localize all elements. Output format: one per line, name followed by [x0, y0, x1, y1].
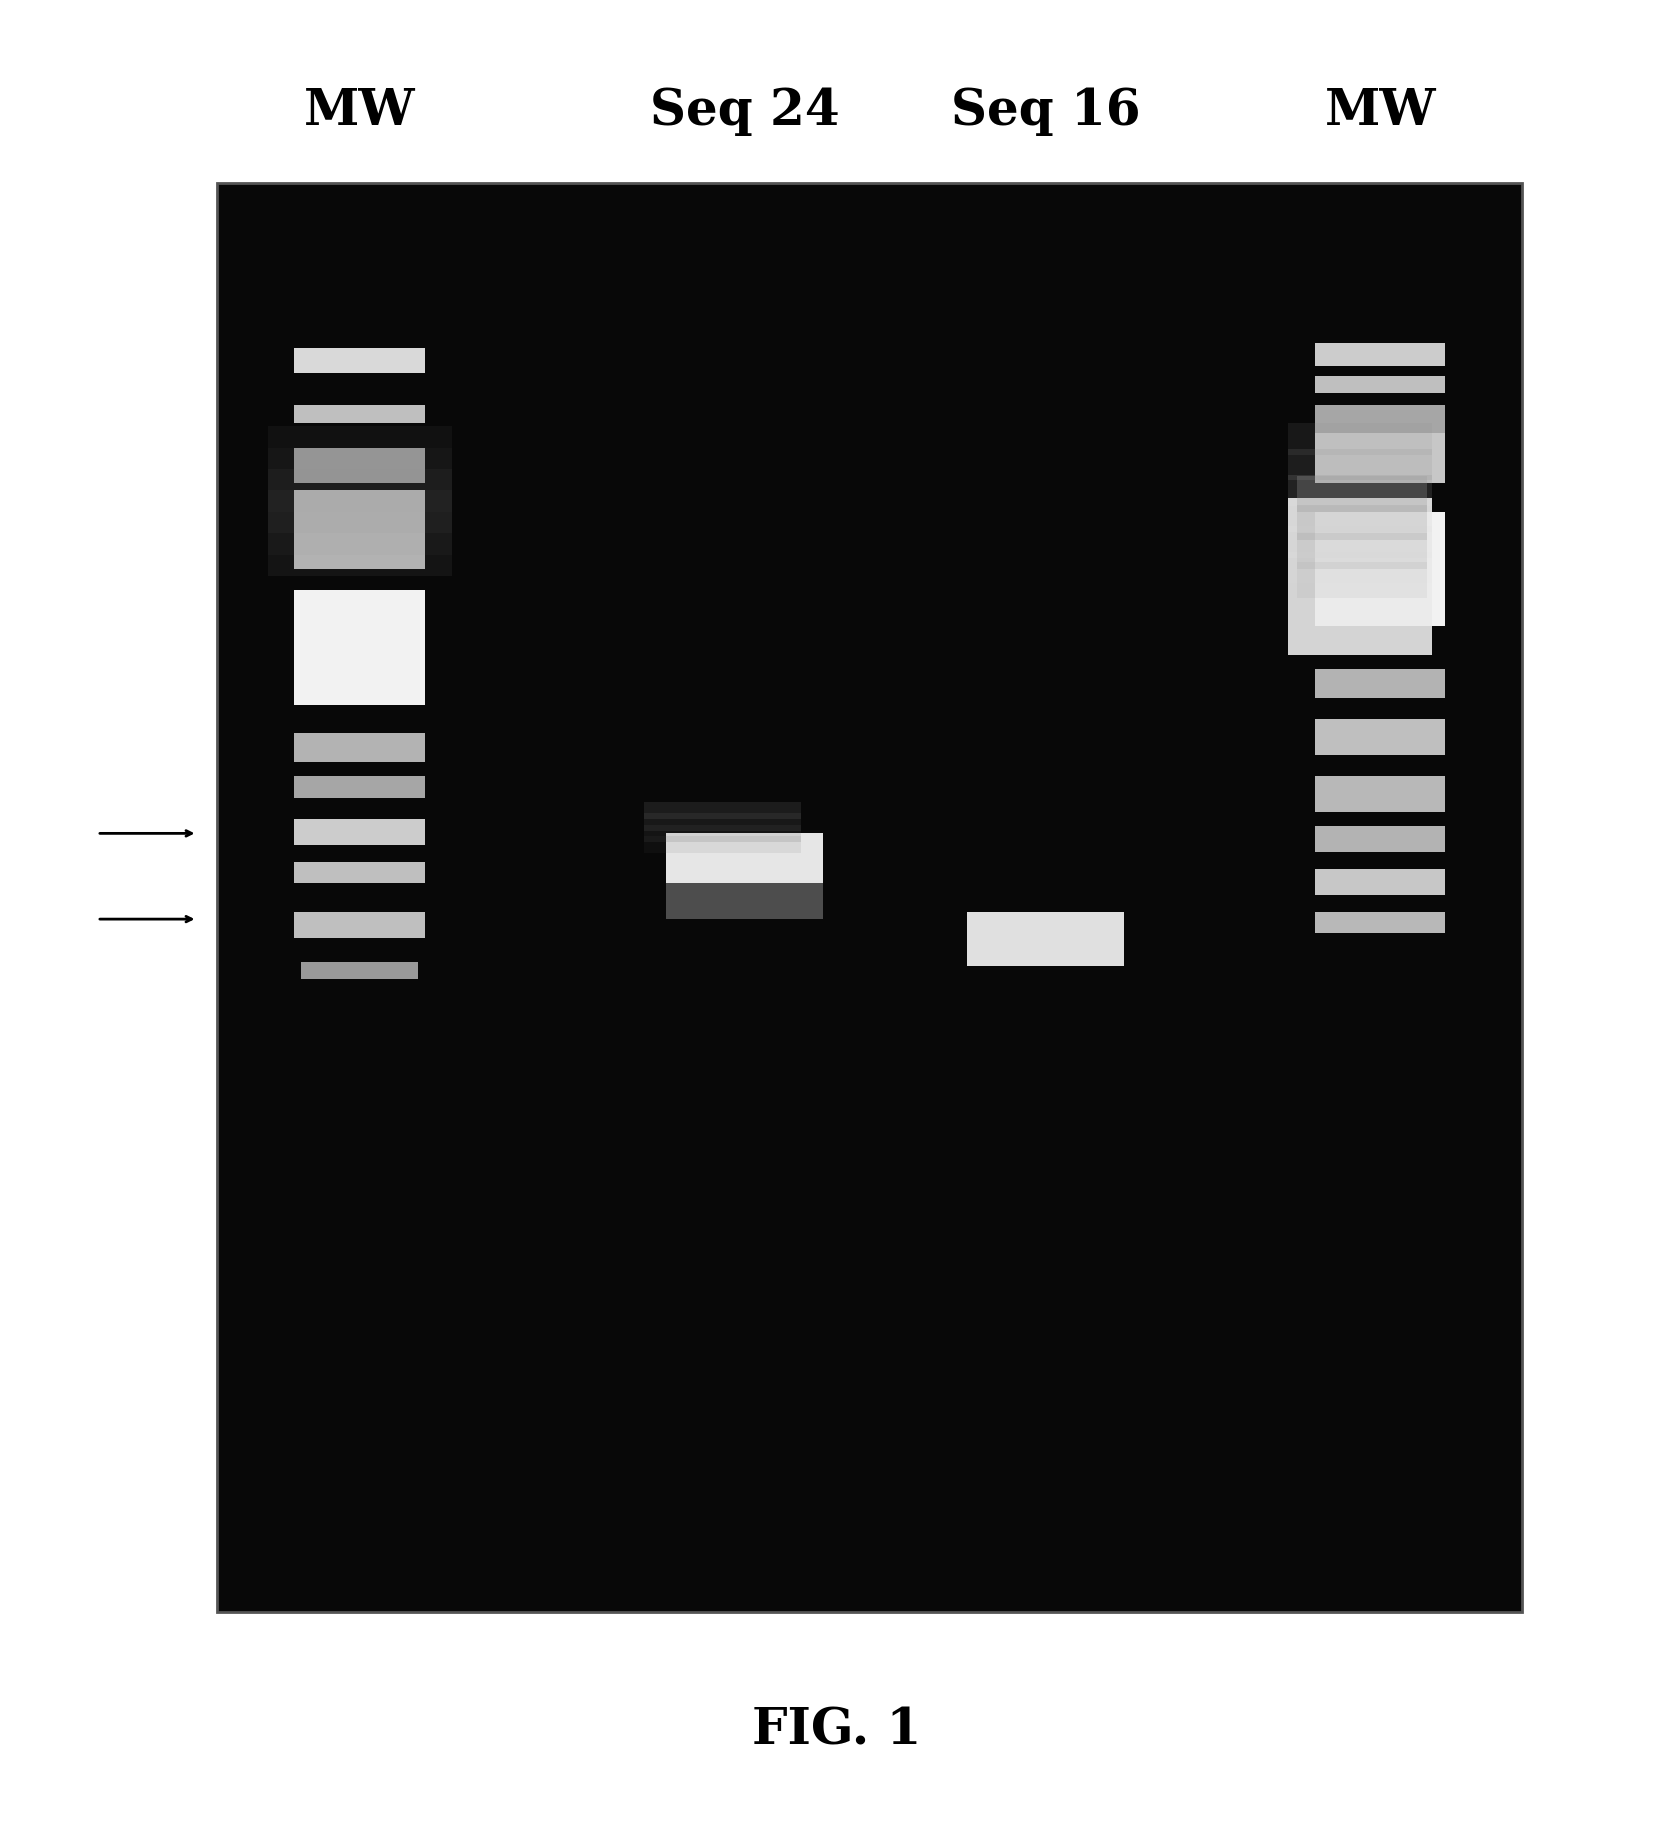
- Bar: [294, 590, 425, 705]
- Bar: [294, 491, 425, 570]
- Bar: [666, 883, 823, 920]
- Bar: [1315, 826, 1445, 852]
- Bar: [1288, 474, 1432, 506]
- Text: MW: MW: [304, 86, 415, 136]
- Bar: [1297, 533, 1427, 570]
- Bar: [1315, 511, 1445, 627]
- Bar: [294, 863, 425, 883]
- Bar: [1288, 449, 1432, 480]
- Bar: [1315, 434, 1445, 484]
- Bar: [301, 962, 418, 978]
- Bar: [294, 733, 425, 762]
- Bar: [1288, 526, 1432, 557]
- Bar: [294, 777, 425, 797]
- Bar: [644, 813, 801, 830]
- Bar: [268, 427, 452, 447]
- Bar: [1288, 498, 1432, 654]
- Bar: [666, 834, 823, 890]
- Text: Seq 16: Seq 16: [950, 86, 1141, 136]
- Bar: [1288, 551, 1432, 583]
- Text: FIG. 1: FIG. 1: [751, 1707, 922, 1755]
- Bar: [268, 491, 452, 511]
- Text: MW: MW: [1325, 86, 1435, 136]
- Bar: [268, 447, 452, 469]
- Bar: [1288, 423, 1432, 454]
- Bar: [1297, 476, 1427, 511]
- Bar: [1315, 720, 1445, 755]
- Bar: [644, 835, 801, 854]
- Bar: [1315, 912, 1445, 934]
- Bar: [644, 824, 801, 843]
- Bar: [268, 533, 452, 555]
- Bar: [294, 447, 425, 484]
- Bar: [1297, 504, 1427, 540]
- Bar: [1288, 500, 1432, 531]
- FancyBboxPatch shape: [217, 183, 1522, 1612]
- Bar: [294, 912, 425, 938]
- Text: Seq 24: Seq 24: [649, 86, 840, 136]
- Bar: [268, 555, 452, 575]
- Bar: [1315, 868, 1445, 894]
- Bar: [1315, 376, 1445, 394]
- Bar: [294, 819, 425, 845]
- Bar: [967, 912, 1124, 965]
- Bar: [644, 802, 801, 819]
- Bar: [1315, 405, 1445, 434]
- Bar: [1315, 777, 1445, 812]
- Bar: [268, 469, 452, 491]
- Bar: [1315, 669, 1445, 698]
- Bar: [1315, 343, 1445, 366]
- Bar: [1297, 562, 1427, 597]
- Bar: [268, 511, 452, 533]
- Bar: [294, 405, 425, 423]
- Bar: [294, 348, 425, 374]
